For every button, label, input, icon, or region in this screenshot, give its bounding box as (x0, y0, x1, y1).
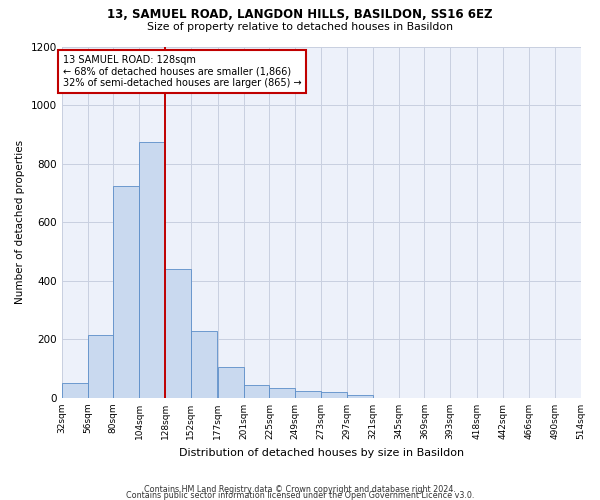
Bar (62, 384, 88, 398)
Text: 13 SAMUEL ROAD: 128sqm
← 68% of detached houses are smaller (1,866)
32% of semi-: 13 SAMUEL ROAD: 128sqm ← 68% of detached… (63, 56, 301, 88)
Bar (139, 142, 165, 398)
Text: Contains public sector information licensed under the Open Government Licence v3: Contains public sector information licen… (126, 490, 474, 500)
Bar (165, 269, 191, 398)
Text: Size of property relative to detached houses in Basildon: Size of property relative to detached ho… (147, 22, 453, 32)
Bar (347, 395, 373, 398)
Y-axis label: Number of detached properties: Number of detached properties (15, 140, 25, 304)
Bar (191, 330, 217, 398)
Bar (295, 390, 321, 398)
Bar (88, 335, 113, 398)
Bar (113, 186, 139, 398)
Bar (269, 388, 295, 398)
Bar (218, 367, 244, 398)
Bar (244, 385, 269, 398)
Text: Contains HM Land Registry data © Crown copyright and database right 2024.: Contains HM Land Registry data © Crown c… (144, 484, 456, 494)
Bar (321, 392, 347, 398)
X-axis label: Distribution of detached houses by size in Basildon: Distribution of detached houses by size … (179, 448, 464, 458)
Text: 13, SAMUEL ROAD, LANGDON HILLS, BASILDON, SS16 6EZ: 13, SAMUEL ROAD, LANGDON HILLS, BASILDON… (107, 8, 493, 20)
